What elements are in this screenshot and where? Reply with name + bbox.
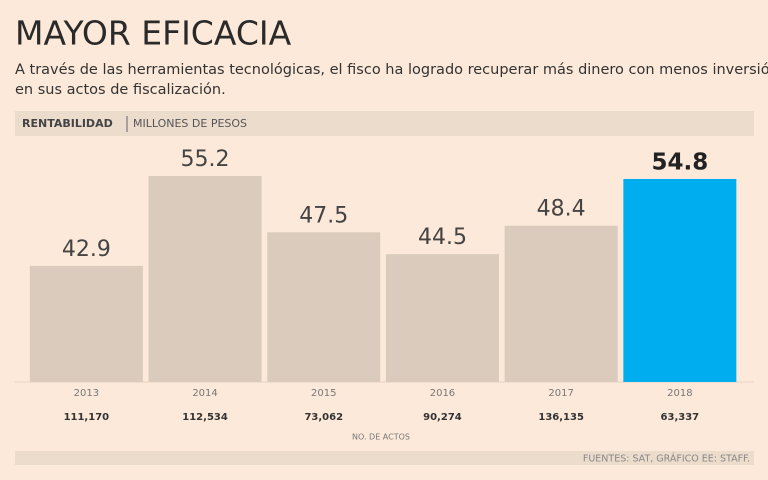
value-label: 47.5	[299, 203, 348, 228]
bar	[148, 176, 262, 382]
bar	[267, 232, 381, 382]
x-tick-label: 2016	[430, 388, 455, 399]
acts-value: 112,534	[182, 412, 228, 423]
x-tick-label: 2014	[192, 388, 217, 399]
acts-value: 90,274	[423, 412, 462, 423]
subtitle: A través de las herramientas tecnológica…	[15, 62, 768, 78]
acts-value: 111,170	[64, 412, 110, 423]
bar	[29, 265, 143, 382]
unit: MILLONES DE PESOS	[133, 117, 247, 130]
value-label: 44.5	[418, 225, 467, 250]
acts-label: NO. DE ACTOS	[352, 433, 410, 442]
x-tick-label: 2018	[667, 388, 692, 399]
source: FUENTES: SAT, GRÁFICO EE: STAFF.	[583, 453, 750, 465]
footer-band	[15, 451, 754, 465]
value-label: 42.9	[62, 237, 111, 262]
value-label: 48.4	[537, 197, 586, 222]
x-tick-label: 2013	[74, 388, 99, 399]
x-tick-label: 2017	[548, 388, 573, 399]
value-label: 55.2	[181, 147, 230, 172]
x-tick-label: 2015	[311, 388, 336, 399]
subtitle: en sus actos de fiscalización.	[15, 82, 226, 98]
value-label: 54.8	[651, 149, 708, 175]
measure: RENTABILIDAD	[22, 117, 113, 130]
header-band	[15, 111, 754, 136]
bar	[385, 254, 499, 382]
bar	[504, 225, 618, 382]
acts-value: 136,135	[538, 412, 584, 423]
acts-value: 63,337	[661, 412, 700, 423]
acts-value: 73,062	[304, 412, 343, 423]
chart-title: MAYOR EFICACIA	[15, 14, 292, 53]
bar	[623, 178, 737, 382]
